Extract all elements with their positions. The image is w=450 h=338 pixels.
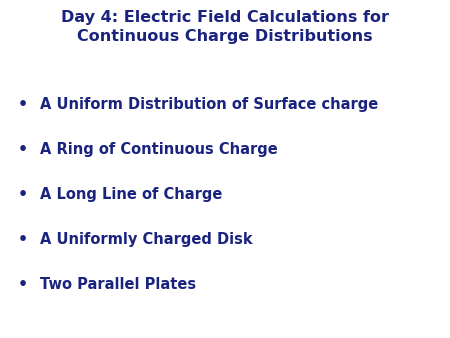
Text: •: • — [18, 277, 27, 292]
Text: •: • — [18, 187, 27, 202]
Text: •: • — [18, 97, 27, 112]
Text: Day 4: Electric Field Calculations for
Continuous Charge Distributions: Day 4: Electric Field Calculations for C… — [61, 10, 389, 44]
Text: A Ring of Continuous Charge: A Ring of Continuous Charge — [40, 142, 278, 157]
Text: A Uniformly Charged Disk: A Uniformly Charged Disk — [40, 232, 253, 247]
Text: •: • — [18, 142, 27, 157]
Text: A Long Line of Charge: A Long Line of Charge — [40, 187, 223, 202]
Text: •: • — [18, 232, 27, 247]
Text: A Uniform Distribution of Surface charge: A Uniform Distribution of Surface charge — [40, 97, 379, 112]
Text: Two Parallel Plates: Two Parallel Plates — [40, 277, 197, 292]
